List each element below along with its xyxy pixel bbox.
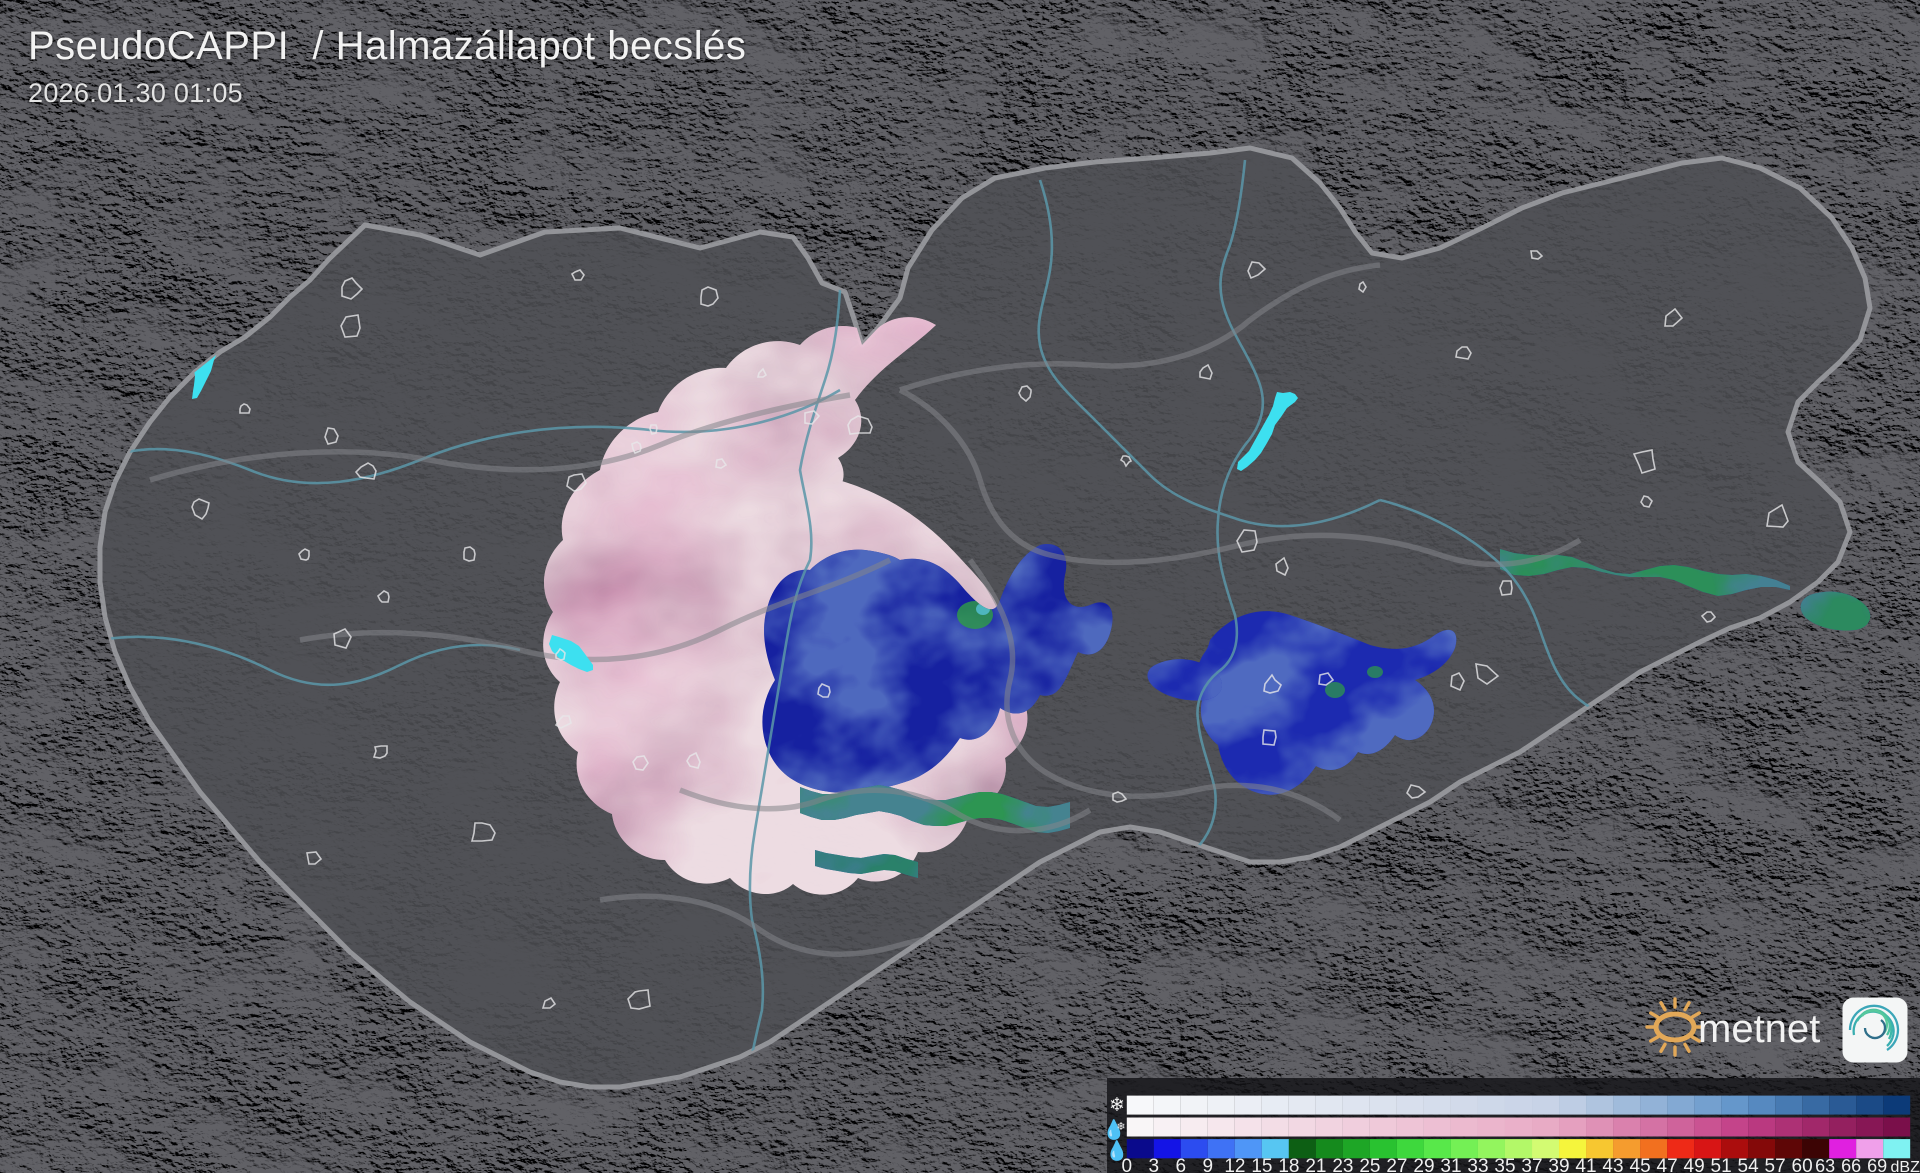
svg-text:33: 33 — [1467, 1156, 1488, 1173]
svg-text:45: 45 — [1630, 1156, 1651, 1173]
svg-text:27: 27 — [1386, 1156, 1407, 1173]
svg-text:29: 29 — [1413, 1156, 1434, 1173]
svg-text:51: 51 — [1711, 1156, 1732, 1173]
svg-text:47: 47 — [1657, 1156, 1678, 1173]
svg-text:63: 63 — [1815, 1156, 1835, 1173]
svg-text:18: 18 — [1278, 1156, 1299, 1173]
svg-text:6: 6 — [1176, 1156, 1187, 1173]
svg-text:9: 9 — [1203, 1156, 1214, 1173]
svg-text:69: 69 — [1867, 1156, 1887, 1173]
svg-text:dBZ: dBZ — [1891, 1159, 1920, 1173]
svg-text:66: 66 — [1841, 1156, 1861, 1173]
svg-text:49: 49 — [1684, 1156, 1705, 1173]
svg-text:metnet: metnet — [1698, 1007, 1820, 1051]
svg-text:39: 39 — [1548, 1156, 1569, 1173]
svg-text:35: 35 — [1494, 1156, 1515, 1173]
svg-text:54: 54 — [1738, 1156, 1760, 1173]
svg-text:41: 41 — [1575, 1156, 1596, 1173]
svg-text:15: 15 — [1251, 1156, 1272, 1173]
svg-text:0: 0 — [1122, 1156, 1133, 1173]
svg-text:57: 57 — [1765, 1156, 1786, 1173]
svg-text:43: 43 — [1602, 1156, 1623, 1173]
svg-text:21: 21 — [1305, 1156, 1326, 1173]
svg-text:31: 31 — [1440, 1156, 1461, 1173]
svg-text:3: 3 — [1149, 1156, 1160, 1173]
svg-text:60: 60 — [1792, 1156, 1813, 1173]
svg-text:❄: ❄ — [1116, 1121, 1125, 1133]
svg-text:12: 12 — [1224, 1156, 1245, 1173]
svg-text:23: 23 — [1332, 1156, 1353, 1173]
svg-text:❄: ❄ — [1109, 1095, 1125, 1116]
svg-text:37: 37 — [1521, 1156, 1542, 1173]
svg-text:25: 25 — [1359, 1156, 1380, 1173]
